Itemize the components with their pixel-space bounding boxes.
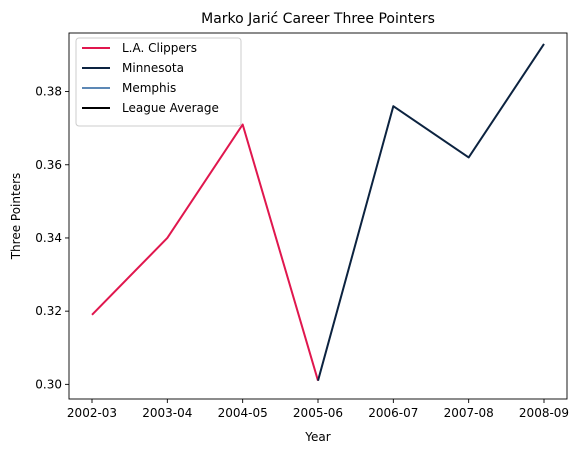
y-tick-label: 0.32 xyxy=(35,304,62,318)
ticks-layer: 2002-03 2003-04 2004-05 2005-06 2006-07 2007-… xyxy=(35,85,569,420)
legend: L.A. Clippers Minnesota Memphis League Aver… xyxy=(75,37,242,127)
x-tick-label: 2008-09 xyxy=(519,406,569,420)
y-tick-label: 0.36 xyxy=(35,158,62,172)
x-tick-label: 2007-08 xyxy=(444,406,494,420)
y-tick-label: 0.30 xyxy=(35,377,62,391)
series-layer xyxy=(91,43,545,381)
y-axis-label: Three Pointers xyxy=(9,173,23,261)
x-tick-label: 2003-04 xyxy=(142,406,192,420)
x-tick-label: 2002-03 xyxy=(67,406,117,420)
plot-area-frame xyxy=(68,32,568,400)
chart-title: Marko Jarić Career Three Pointers xyxy=(201,11,435,27)
legend-frame xyxy=(75,37,242,127)
x-tick-label: 2004-05 xyxy=(218,406,268,420)
series-line-l-a-clippers xyxy=(91,123,319,381)
legend-label-memphis: Memphis xyxy=(122,81,176,95)
x-axis-label: Year xyxy=(304,430,330,444)
x-tick-label: 2006-07 xyxy=(368,406,418,420)
series-line-minnesota xyxy=(317,43,545,381)
legend-label-l-a-clippers: L.A. Clippers xyxy=(122,41,197,55)
y-tick-label: 0.38 xyxy=(35,85,62,99)
legend-label-league-average: League Average xyxy=(122,101,219,115)
y-tick-label: 0.34 xyxy=(35,231,62,245)
legend-label-minnesota: Minnesota xyxy=(122,61,184,75)
x-tick-label: 2005-06 xyxy=(293,406,343,420)
